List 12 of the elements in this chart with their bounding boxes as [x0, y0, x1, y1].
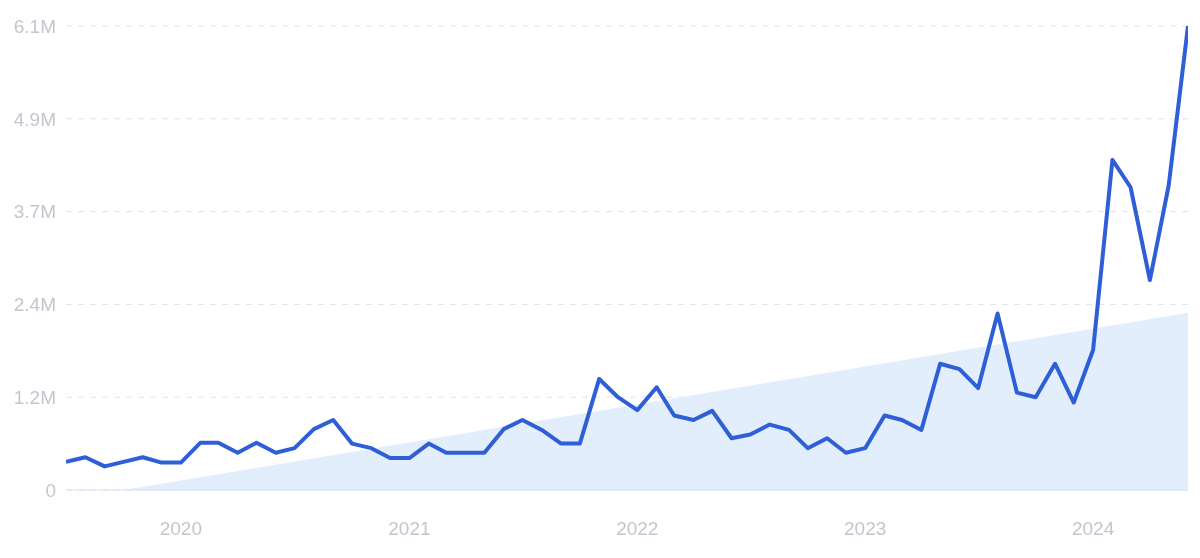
x-tick-label: 2024: [1071, 518, 1115, 540]
x-tick-label: 2023: [844, 518, 887, 540]
y-tick-label: 0: [45, 479, 56, 501]
y-tick-label: 4.9M: [13, 108, 56, 130]
x-tick-label: 2022: [616, 518, 659, 540]
y-tick-label: 3.7M: [13, 201, 56, 223]
line-series: [66, 26, 1188, 469]
y-tick-label: 2.4M: [13, 294, 56, 316]
y-tick-label: 6.1M: [13, 15, 56, 37]
x-tick-label: 2021: [388, 518, 431, 540]
x-tick-label: 2020: [159, 518, 203, 540]
y-tick-label: 1.2M: [13, 386, 56, 408]
